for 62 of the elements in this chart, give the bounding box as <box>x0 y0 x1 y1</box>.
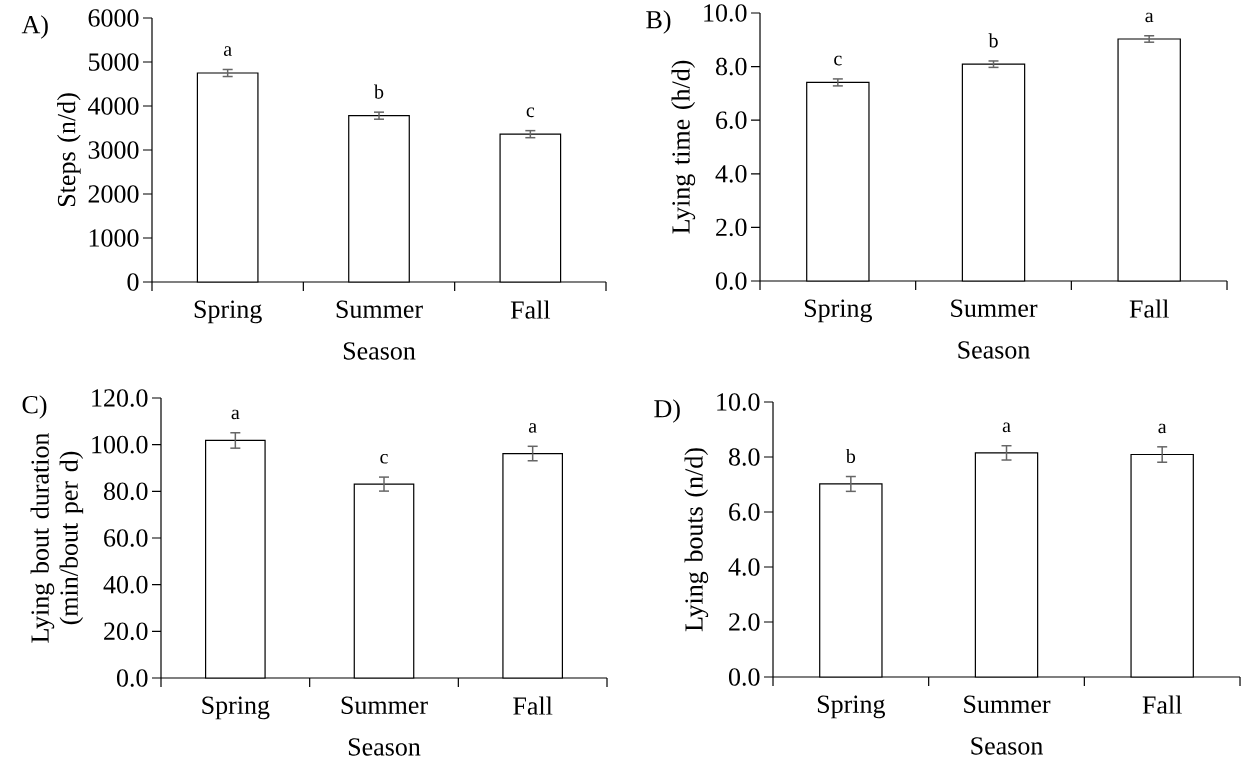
x-tick-label: Spring <box>194 300 262 324</box>
x-axis-title: Season <box>971 737 1043 755</box>
y-tick-label: 0.0 <box>728 668 760 686</box>
annotation: b <box>845 448 856 464</box>
y-tick-label: 4.0 <box>728 558 760 576</box>
y-tick-label: 100.0 <box>92 435 148 454</box>
annotation: a <box>223 46 232 56</box>
chart-title: A) <box>21 15 48 39</box>
chart-title: C) <box>22 395 47 419</box>
y-axis-title: Lying bout duration (min/bout per d) <box>30 432 84 643</box>
y-tick-label: 0.0 <box>116 669 148 687</box>
y-tick-label: 60.0 <box>104 529 148 547</box>
x-tick-label: Fall <box>513 696 553 715</box>
y-tick-label: 6.0 <box>729 503 760 521</box>
y-tick-label: 8.0 <box>728 448 760 466</box>
annotation: a <box>1158 423 1167 434</box>
x-axis-title: Season <box>958 341 1030 359</box>
y-tick-label: 10.0 <box>704 4 747 22</box>
annotation: b <box>988 33 998 48</box>
y-tick-label: 8.0 <box>715 57 747 76</box>
annotation: c <box>380 453 388 464</box>
y-tick-label: 3000 <box>88 141 139 159</box>
y-tick-label: 6.0 <box>716 111 747 130</box>
x-tick-label: Fall <box>510 300 551 319</box>
x-tick-label: Spring <box>202 696 270 720</box>
y-tick-label: 120.0 <box>92 389 148 407</box>
y-tick-label: 1000 <box>89 229 139 247</box>
x-tick-label: Summer <box>336 300 423 318</box>
annotation: a <box>528 423 537 433</box>
x-axis-title: Season <box>343 342 416 360</box>
y-tick-label: 0 <box>127 273 139 291</box>
x-axis-title: Season <box>348 738 421 756</box>
y-axis-title: Lying bouts (n/d) <box>684 448 709 632</box>
x-tick-label: Fall <box>1142 695 1182 714</box>
annotation: c <box>834 55 842 66</box>
y-tick-label: 80.0 <box>103 482 148 501</box>
x-tick-label: Summer <box>964 695 1051 713</box>
chart-title: D) <box>654 399 680 423</box>
y-axis-title: Lying time (h/d) <box>671 60 696 234</box>
y-axis-title: Steps (n/d) <box>57 93 81 207</box>
y-tick-label: 4000 <box>87 97 139 115</box>
x-tick-label: Fall <box>1129 299 1169 318</box>
x-tick-label: Spring <box>804 299 873 323</box>
annotation: c <box>526 107 535 118</box>
annotation: a <box>1145 12 1154 23</box>
y-tick-label: 40.0 <box>103 575 148 594</box>
y-tick-label: 2000 <box>88 185 139 203</box>
x-tick-label: Summer <box>951 299 1038 317</box>
y-tick-label: 0.0 <box>715 272 747 290</box>
y-tick-label: 5000 <box>88 53 139 71</box>
y-tick-label: 2.0 <box>716 218 747 237</box>
y-tick-label: 4.0 <box>715 164 747 183</box>
y-tick-label: 20.0 <box>104 622 148 641</box>
y-tick-label: 6000 <box>88 9 139 27</box>
annotation: a <box>1002 422 1011 433</box>
y-tick-label: 10.0 <box>717 393 760 411</box>
x-tick-label: Spring <box>817 695 886 719</box>
chart-title: B) <box>646 10 671 34</box>
x-tick-label: Summer <box>341 696 428 714</box>
annotation: b <box>374 84 384 99</box>
annotation: a <box>231 409 240 420</box>
y-tick-label: 2.0 <box>729 613 760 631</box>
